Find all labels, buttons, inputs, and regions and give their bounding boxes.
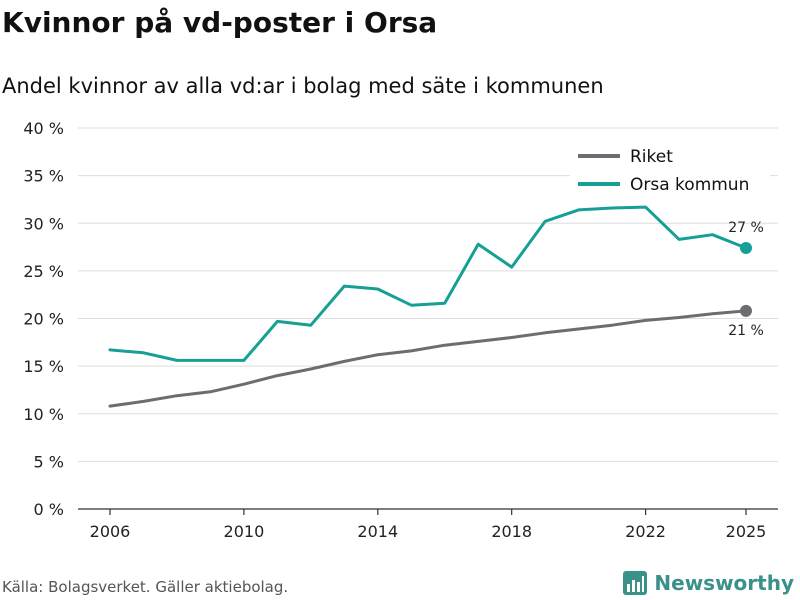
end-label-orsa-kommun: 27 % xyxy=(728,220,764,236)
series-line-orsa-kommun xyxy=(108,205,748,362)
newsworthy-logo-icon xyxy=(623,571,648,595)
chart-subtitle: Andel kvinnor av alla vd:ar i bolag med … xyxy=(2,74,604,98)
y-tick-label: 20 % xyxy=(23,310,64,329)
brand-logo: Newsworthy xyxy=(622,568,794,598)
legend-background xyxy=(570,140,770,202)
chart-title: Kvinnor på vd-poster i Orsa xyxy=(2,6,438,39)
end-label-riket: 21 % xyxy=(728,323,764,339)
line-chart: 0 % 5 % 10 % 15 % 20 % 25 % 30 % 35 % 40 % 2006 20… xyxy=(23,119,778,541)
legend-label: Riket xyxy=(630,147,673,167)
brand-name: Newsworthy xyxy=(654,571,794,595)
x-tick-label: 2014 xyxy=(357,522,398,541)
series-line-riket xyxy=(108,309,748,408)
y-tick-label: 5 % xyxy=(34,452,64,471)
axes: 0 % 5 % 10 % 15 % 20 % 25 % 30 % 35 % 40 % 2006 20… xyxy=(23,119,778,541)
y-tick-label: 25 % xyxy=(23,262,64,281)
y-tick-label: 15 % xyxy=(23,357,64,376)
x-tick-label: 2010 xyxy=(224,522,265,541)
x-tick-label: 2022 xyxy=(625,522,666,541)
x-tick-label: 2025 xyxy=(726,522,767,541)
y-tick-label: 10 % xyxy=(23,405,64,424)
y-tick-label: 35 % xyxy=(23,167,64,186)
legend: Riket Orsa kommun xyxy=(570,140,770,202)
y-tick-label: 0 % xyxy=(34,500,64,519)
y-tick-label: 40 % xyxy=(23,119,64,138)
series-lines: 21 % 27 % xyxy=(108,205,764,408)
x-tick-label: 2006 xyxy=(90,522,131,541)
legend-label: Orsa kommun xyxy=(630,175,749,195)
source-note: Källa: Bolagsverket. Gäller aktiebolag. xyxy=(2,578,289,596)
end-point-orsa-kommun xyxy=(740,242,752,255)
end-point-riket xyxy=(740,304,752,317)
y-tick-label: 30 % xyxy=(23,214,64,233)
x-tick-label: 2018 xyxy=(491,522,532,541)
